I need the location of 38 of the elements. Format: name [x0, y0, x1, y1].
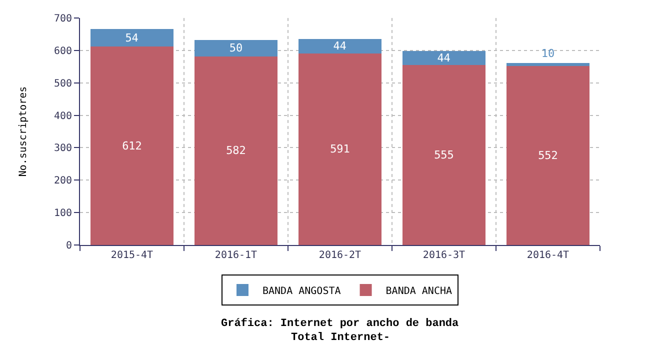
x-tick-label: 2016-3T — [422, 250, 466, 261]
bar — [298, 53, 382, 245]
y-tick-label: 200 — [54, 176, 72, 187]
bar — [506, 66, 590, 245]
y-tick-label: 300 — [54, 143, 72, 154]
bar — [506, 62, 590, 66]
y-tick-label: 500 — [54, 78, 72, 90]
data-label: 591 — [330, 142, 350, 156]
bar — [194, 56, 278, 245]
bar — [402, 50, 486, 66]
data-label: 44 — [437, 51, 451, 64]
data-label: 50 — [229, 42, 243, 55]
x-tick-label: 2016-2T — [318, 250, 362, 261]
legend-label: BANDA ANCHA — [386, 286, 452, 297]
data-label: 552 — [538, 148, 558, 162]
x-tick-label: 2016-4T — [526, 250, 570, 261]
data-label: 54 — [125, 31, 139, 44]
y-tick-label: 400 — [54, 110, 72, 122]
bar — [402, 65, 486, 245]
y-tick-label: 0 — [66, 240, 72, 252]
x-tick-label: 2016-1T — [214, 250, 258, 261]
text: Total Internet- — [291, 332, 390, 344]
y-axis-title: No.suscriptores — [18, 86, 29, 177]
bar — [90, 29, 174, 47]
text: Gráfica: Internet por ancho de banda — [221, 317, 460, 330]
bar — [298, 39, 382, 54]
x-tick-label: 2015-4T — [110, 250, 154, 261]
data-label: 555 — [434, 148, 454, 162]
legend-label: BANDA ANGOSTA — [262, 286, 341, 297]
y-tick-label: 100 — [54, 208, 72, 220]
bar — [194, 40, 278, 56]
data-label: 612 — [122, 139, 142, 152]
bar — [90, 46, 174, 245]
data-label: 44 — [333, 40, 347, 53]
y-tick-label: 600 — [54, 46, 72, 57]
y-tick-label: 700 — [54, 14, 72, 24]
data-label: 10 — [541, 46, 555, 60]
data-label: 582 — [226, 144, 246, 158]
